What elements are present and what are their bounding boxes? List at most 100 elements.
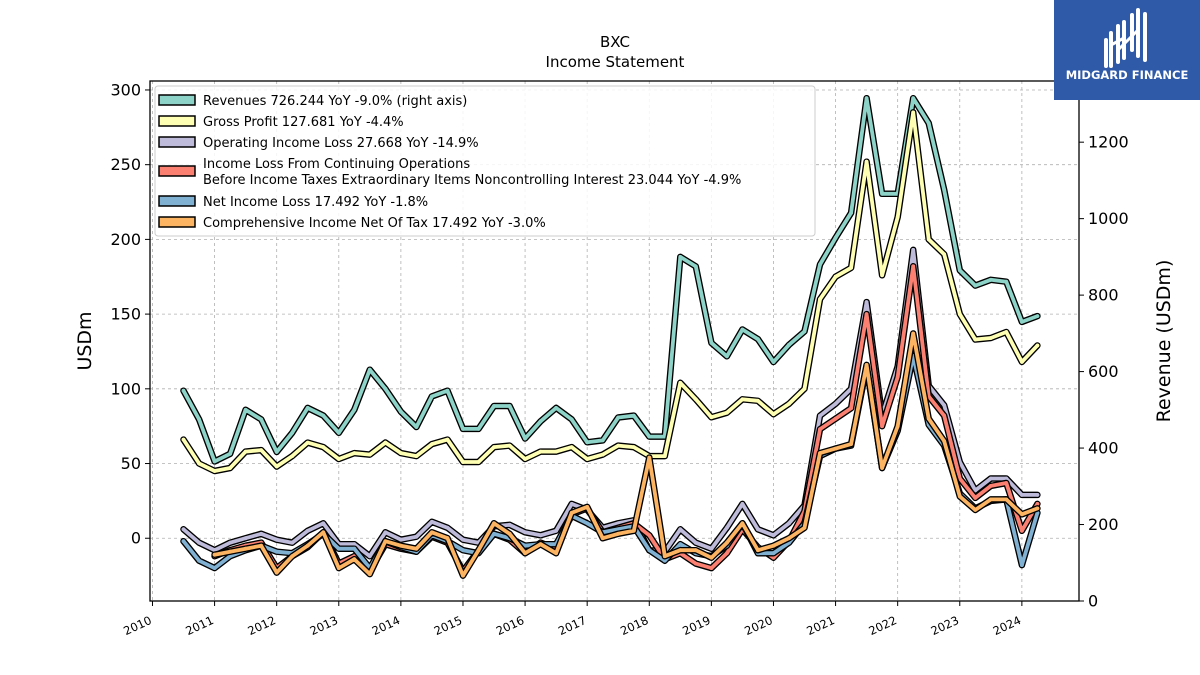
data-point — [895, 215, 900, 219]
plot-frame — [149, 80, 1080, 602]
data-point — [569, 417, 574, 422]
data-point — [336, 546, 341, 551]
data-point — [693, 264, 698, 269]
data-point — [756, 527, 760, 532]
data-point — [973, 488, 978, 493]
data-point — [538, 533, 543, 538]
data-point — [771, 551, 776, 556]
data-point — [942, 403, 947, 408]
y2-axis-label: Revenue (USDm) — [1153, 260, 1175, 423]
data-point — [864, 300, 869, 304]
data-point — [678, 255, 683, 259]
data-point — [1004, 476, 1009, 481]
legend-label: Operating Income Loss 27.668 YoY -14.9% — [203, 136, 479, 151]
data-point — [554, 551, 558, 556]
data-point — [957, 268, 962, 273]
y-tick-label: 200 — [110, 230, 141, 249]
data-point — [554, 406, 558, 410]
y-tick-label: 300 — [110, 80, 141, 99]
data-point — [1004, 279, 1009, 284]
data-point — [1004, 481, 1009, 485]
data-point — [911, 96, 916, 101]
data-point — [880, 466, 884, 470]
x-tick-label: 2013 — [308, 613, 340, 638]
data-point — [352, 557, 357, 562]
brand-logo: MIDGARD FINANCE — [1054, 0, 1200, 100]
data-point — [1035, 506, 1040, 511]
data-point — [911, 248, 916, 252]
x-tick-label: 2014 — [370, 613, 402, 638]
data-point — [957, 312, 962, 316]
x-tick-label: 2018 — [618, 613, 650, 638]
data-point — [212, 469, 217, 473]
data-point — [818, 451, 822, 455]
x-tick-label: 2010 — [121, 613, 153, 638]
data-point — [228, 451, 233, 456]
data-point — [740, 502, 745, 506]
data-point — [507, 443, 512, 448]
data-point — [399, 537, 403, 542]
x-tick-label: 2015 — [432, 613, 464, 638]
data-point — [197, 417, 202, 422]
data-point — [352, 451, 357, 455]
data-point — [492, 521, 496, 526]
series-lines — [180, 94, 1041, 579]
data-point — [818, 297, 822, 302]
x-tick-label: 2023 — [929, 613, 961, 638]
legend-swatch — [158, 216, 196, 228]
data-point — [957, 476, 962, 481]
data-point — [616, 527, 621, 532]
data-point — [445, 525, 450, 530]
data-point — [538, 449, 543, 454]
data-point — [1020, 528, 1024, 533]
y2-tick-label: 1200 — [1088, 133, 1129, 152]
data-point — [585, 440, 590, 445]
data-point — [988, 476, 993, 481]
y2-tick-label: 800 — [1088, 286, 1119, 305]
data-point — [616, 531, 621, 536]
data-point — [693, 561, 698, 566]
data-point — [662, 558, 667, 563]
data-point — [942, 188, 947, 192]
data-point — [243, 546, 248, 551]
data-point — [336, 566, 341, 570]
data-point — [445, 437, 450, 442]
data-point — [1020, 563, 1024, 567]
legend-swatch — [158, 195, 196, 207]
data-point — [274, 549, 279, 554]
data-point — [678, 527, 683, 532]
data-point — [833, 446, 838, 451]
data-point — [802, 386, 807, 391]
data-point — [988, 497, 993, 502]
data-point — [492, 445, 496, 449]
data-point — [228, 549, 233, 554]
data-point — [507, 404, 512, 408]
data-point — [864, 363, 869, 367]
data-point — [616, 415, 621, 420]
data-point — [678, 380, 683, 385]
data-point — [321, 521, 326, 526]
data-point — [274, 450, 279, 454]
y2-tick-label: 1000 — [1088, 209, 1129, 228]
data-point — [647, 434, 652, 439]
series-revenues — [180, 94, 1041, 465]
data-point — [197, 461, 202, 466]
data-point — [181, 437, 186, 442]
right-axis: 0 200 400 600 800 1000 1200 — [1079, 133, 1129, 611]
data-point — [554, 449, 558, 454]
data-point — [181, 539, 186, 544]
data-point — [709, 415, 714, 420]
data-point — [367, 554, 372, 559]
data-point — [399, 409, 403, 414]
data-point — [833, 416, 838, 421]
data-point — [771, 533, 776, 538]
data-point — [569, 510, 574, 515]
legend-swatch — [158, 94, 196, 106]
data-point — [864, 312, 869, 316]
data-point — [833, 401, 838, 406]
data-point — [259, 531, 264, 536]
data-point — [787, 342, 791, 347]
series-line — [212, 331, 1040, 578]
x-tick-label: 2024 — [991, 613, 1023, 638]
y-tick-label: 50 — [121, 454, 141, 473]
